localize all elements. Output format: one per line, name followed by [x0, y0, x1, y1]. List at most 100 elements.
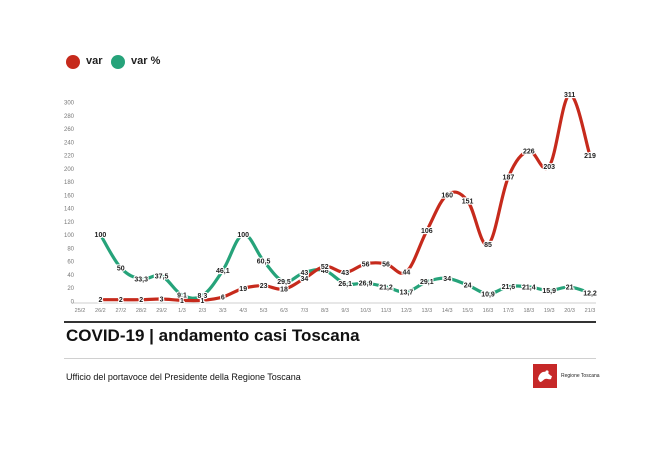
y-tick-label: 100: [64, 233, 75, 239]
data-label-var: 56: [362, 261, 370, 268]
data-point-var: [384, 262, 388, 266]
data-label-var-percent: 12,2: [583, 290, 597, 297]
x-tick-label: 2/3: [199, 308, 207, 314]
data-label-var: 151: [462, 198, 474, 205]
x-tick-label: 21/3: [585, 308, 596, 314]
x-tick-label: 13/3: [421, 308, 432, 314]
data-point-var: [425, 229, 429, 233]
x-tick-label: 17/3: [503, 308, 514, 314]
data-point-var: [160, 297, 164, 301]
data-point-var: [139, 298, 143, 302]
data-label-var-percent: 34: [443, 276, 451, 283]
data-label-var: 18: [280, 287, 288, 294]
data-point-var: [364, 262, 368, 266]
data-label-var: 226: [523, 149, 535, 156]
data-label-var: 2: [119, 297, 123, 304]
data-point-var: [527, 149, 531, 153]
data-label-var-percent: 21: [566, 285, 574, 292]
data-label-var: 311: [564, 92, 575, 99]
data-point-var: [568, 93, 572, 97]
data-label-var-percent: 8,3: [198, 293, 208, 300]
data-point-var-percent: [241, 233, 245, 237]
data-point-var: [486, 243, 490, 247]
y-tick-label: 180: [64, 180, 75, 186]
data-label-var-percent: 26,9: [359, 281, 373, 288]
data-point-var: [200, 298, 204, 302]
x-tick-label: 7/3: [301, 308, 309, 314]
data-point-var-percent: [588, 291, 592, 295]
data-label-var: 6: [221, 295, 225, 302]
data-point-var-percent: [527, 285, 531, 289]
data-label-var-percent: 100: [95, 232, 107, 239]
data-point-var: [404, 270, 408, 274]
data-label-var: 106: [421, 228, 433, 235]
y-tick-label: 80: [67, 246, 74, 252]
data-label-var: 187: [503, 174, 515, 181]
legend-marker-var: [66, 55, 80, 69]
x-tick-label: 27/2: [115, 308, 126, 314]
data-point-var: [302, 276, 306, 281]
data-point-var: [547, 164, 551, 168]
x-tick-label: 18/3: [523, 308, 534, 314]
x-tick-label: 5/3: [260, 308, 268, 314]
data-label-var-percent: 13,7: [400, 289, 414, 296]
x-tick-label: 11/3: [381, 308, 391, 314]
series-line-var-percent: [98, 233, 592, 300]
data-label-var-percent: 43: [301, 270, 309, 277]
data-label-var: 44: [403, 269, 411, 276]
data-point-var-percent: [302, 270, 306, 275]
data-label-var-percent: 46,1: [216, 268, 230, 275]
data-label-var-percent: 100: [237, 232, 249, 239]
data-point-var-percent: [486, 292, 490, 296]
data-point-var-percent: [98, 233, 102, 237]
y-tick-label: 0: [71, 300, 75, 306]
x-tick-label: 20/3: [564, 308, 575, 314]
y-tick-label: 220: [64, 154, 75, 160]
data-label-var-percent: 46: [321, 268, 329, 275]
x-tick-label: 15/3: [462, 308, 473, 314]
data-point-var-percent: [364, 281, 368, 285]
data-label-var: 1: [200, 298, 204, 305]
data-label-var-percent: 21,2: [379, 284, 393, 291]
divider-line: [64, 358, 596, 359]
x-tick-label: 3/3: [219, 308, 227, 314]
data-label-var-percent: 15,9: [542, 288, 556, 295]
x-tick-label: 16/3: [483, 308, 494, 314]
data-label-var: 2: [139, 297, 143, 304]
data-point-var-percent: [547, 288, 551, 293]
data-point-var-percent: [404, 290, 408, 294]
data-point-var-percent: [262, 259, 266, 263]
data-label-var: 85: [484, 242, 492, 249]
data-point-var: [323, 264, 327, 269]
legend-label-var-percent: var %: [131, 55, 161, 67]
legend-label-var: var: [86, 55, 103, 67]
y-tick-label: 300: [64, 101, 75, 107]
data-point-var: [588, 154, 592, 158]
data-point-var-percent: [282, 279, 286, 284]
data-label-var-percent: 33,3: [134, 276, 148, 283]
chart-title: COVID-19 | andamento casi Toscana: [66, 326, 360, 345]
x-tick-label: 12/3: [401, 308, 412, 314]
y-tick-label: 40: [67, 273, 74, 279]
legend-marker-var-percent: [111, 55, 125, 69]
x-tick-label: 4/3: [239, 308, 247, 314]
x-tick-label: 19/3: [544, 308, 555, 314]
data-point-var-percent: [180, 293, 184, 297]
data-point-var: [445, 193, 449, 197]
data-point-var: [241, 286, 245, 290]
data-label-var-percent: 24: [464, 283, 472, 290]
data-point-var: [221, 295, 225, 299]
line-chart: 0 20 40 60 80 100 120 140 160 180 200 220 240 260 280 3…: [64, 91, 598, 314]
data-point-var-percent: [323, 268, 327, 273]
x-tick-label: 28/2: [136, 308, 147, 314]
data-point-var-percent: [160, 274, 164, 278]
x-tick-label: 29/2: [156, 308, 167, 314]
data-point-var-percent: [466, 283, 470, 287]
data-label-var: 1: [180, 298, 184, 305]
data-point-var: [506, 175, 510, 179]
data-point-var: [282, 287, 286, 291]
y-tick-label: 260: [64, 127, 75, 133]
data-point-var: [180, 298, 184, 302]
data-label-var: 219: [584, 153, 596, 160]
data-label-var-percent: 21,6: [502, 284, 516, 291]
